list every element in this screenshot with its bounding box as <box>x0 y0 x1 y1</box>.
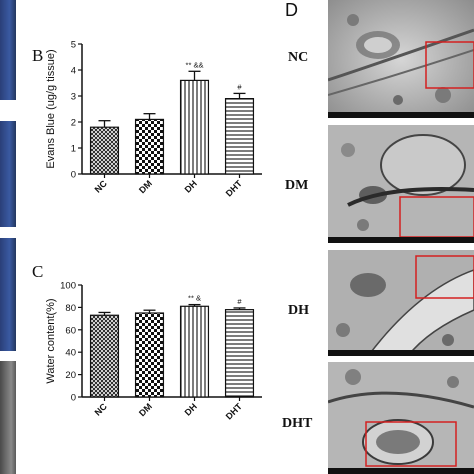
x-tick-label: DH <box>183 401 199 417</box>
y-tick-label: 20 <box>65 370 76 381</box>
bar-nc <box>89 126 120 175</box>
panel-b-letter: B <box>32 46 44 65</box>
evans-blue-chart: Evans Blue (ug/g tissue) 0 1 2 3 4 5 NC DM ** && D… <box>45 40 262 199</box>
significance-label: ** & <box>188 294 201 303</box>
tem-label-dh: DH <box>288 303 309 318</box>
bar-dht <box>224 97 255 175</box>
x-tick-label: DHT <box>224 401 245 422</box>
bar-dm <box>134 312 165 398</box>
y-tick-label: 60 <box>65 325 76 336</box>
y-tick-label: 2 <box>71 118 76 129</box>
tem-image-dh <box>328 250 474 356</box>
y-tick-label: 100 <box>60 281 76 292</box>
x-tick-label: DHT <box>224 178 245 199</box>
tem-label-dm: DM <box>285 178 309 193</box>
panel-c-letter: C <box>32 262 44 281</box>
panel-d-letter: D <box>285 0 298 20</box>
tem-image-nc <box>328 0 474 118</box>
x-tick-label: DH <box>183 178 199 194</box>
bar-nc <box>89 314 120 398</box>
bar-dh <box>179 79 210 175</box>
bar-dm <box>134 118 165 175</box>
y-tick-label: 3 <box>71 92 76 103</box>
panel-a-image-2 <box>0 121 16 227</box>
bar-dh <box>179 305 210 398</box>
x-tick-label: NC <box>93 401 110 418</box>
y-tick-label: 80 <box>65 303 76 314</box>
panel-a-image-1 <box>0 0 16 100</box>
panel-a-image-3 <box>0 238 16 351</box>
x-tick-label: DM <box>137 178 154 195</box>
panel-a-image-4 <box>0 361 16 474</box>
y-tick-label: 0 <box>71 170 76 181</box>
bar-dht <box>224 309 255 398</box>
y-tick-label: 40 <box>65 348 76 359</box>
y-axis-label: Water content(%) <box>45 298 57 383</box>
y-tick-label: 5 <box>71 40 76 51</box>
significance-label: ** && <box>186 60 204 69</box>
significance-label: # <box>237 297 242 306</box>
tem-label-dht: DHT <box>282 416 313 431</box>
x-tick-label: NC <box>93 178 110 195</box>
x-tick-label: DM <box>137 401 154 418</box>
tem-image-dm <box>328 125 474 243</box>
y-tick-label: 4 <box>71 66 76 77</box>
tem-label-nc: NC <box>288 50 309 65</box>
y-tick-label: 0 <box>71 393 76 404</box>
water-content-chart: Water content(%) 0 20 40 60 80 100 NC DM ** & DH # D… <box>45 281 262 422</box>
y-tick-label: 1 <box>71 144 76 155</box>
significance-label: # <box>237 82 242 91</box>
tem-image-dht <box>328 362 474 474</box>
y-axis-label: Evans Blue (ug/g tissue) <box>45 49 57 168</box>
